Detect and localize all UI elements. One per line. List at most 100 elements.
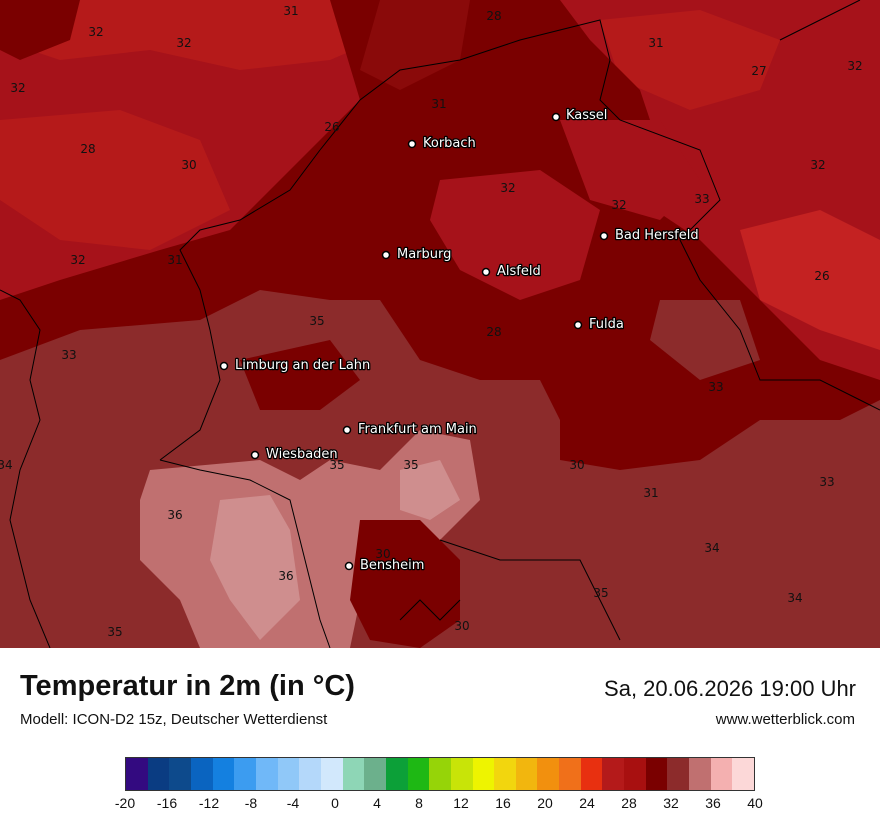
iso-label: 32 (500, 181, 515, 195)
legend-tick-label: 36 (705, 795, 721, 811)
field-odenwald (350, 520, 460, 648)
city-dot (219, 361, 229, 371)
iso-label: 30 (569, 458, 584, 472)
iso-label: 32 (176, 36, 191, 50)
forecast-datetime: Sa, 20.06.2026 19:00 Uhr (604, 676, 856, 701)
legend-swatch (732, 758, 755, 790)
legend-swatch (494, 758, 516, 790)
iso-label: 32 (847, 59, 862, 73)
iso-label: 31 (283, 4, 298, 18)
iso-label: 32 (611, 198, 626, 212)
field-east (740, 210, 880, 350)
border-far-west (0, 289, 51, 648)
city-label: Wiesbaden (266, 447, 338, 462)
city-marburg[interactable]: Marburg (381, 246, 453, 263)
city-label: Limburg an der Lahn (235, 358, 370, 373)
legend-swatch (645, 758, 668, 790)
city-wiesbaden[interactable]: Wiesbaden (250, 446, 339, 463)
city-alsfeld[interactable]: Alsfeld (481, 263, 542, 280)
city-dot (344, 561, 354, 571)
city-dot (481, 267, 491, 277)
legend-tick-label: -12 (198, 795, 220, 811)
website-link[interactable]: www.wetterblick.com (715, 711, 855, 728)
legend-swatch (320, 758, 343, 790)
field-north-west (0, 0, 420, 70)
iso-label: 34 (704, 541, 719, 555)
legend-swatch (385, 758, 408, 790)
field-36-38-b (400, 460, 460, 520)
legend-swatch (602, 758, 625, 790)
field-alsfeld (430, 170, 600, 300)
legend-tick-label: 40 (747, 795, 763, 811)
footer: Temperatur in 2m (in °C) Modell: ICON-D2… (0, 648, 880, 830)
city-limburg[interactable]: Limburg an der Lahn (219, 357, 372, 374)
iso-label: 33 (819, 475, 834, 489)
legend-swatch (190, 758, 213, 790)
legend-tick-label: 24 (579, 795, 595, 811)
city-dot (551, 112, 561, 122)
legend-tick-label: 8 (415, 795, 423, 811)
iso-label: 32 (810, 158, 825, 172)
map-svg: Kassel Korbach Bad Hersfeld Marburg Alsf… (0, 0, 880, 648)
legend-tick-label: 12 (453, 795, 469, 811)
legend-swatch (624, 758, 646, 790)
legend-tick-label: 0 (331, 795, 339, 811)
color-legend (125, 757, 755, 791)
legend-swatch (667, 758, 690, 790)
city-label: Korbach (423, 136, 476, 151)
city-bad-hersfeld[interactable]: Bad Hersfeld (599, 227, 700, 244)
iso-label: 31 (643, 486, 658, 500)
iso-label: 28 (80, 142, 95, 156)
legend-swatch (364, 758, 386, 790)
city-label: Bensheim (360, 558, 424, 573)
state-border-east (319, 19, 880, 411)
field-north-dark (360, 0, 470, 90)
iso-label: 33 (61, 348, 76, 362)
city-frankfurt[interactable]: Frankfurt am Main (342, 421, 478, 438)
legend-tick-label: -8 (244, 795, 258, 811)
city-kassel[interactable]: Kassel (551, 107, 609, 124)
iso-label: 32 (10, 81, 25, 95)
city-dot (250, 450, 260, 460)
iso-label: 36 (167, 508, 182, 522)
iso-label: 28 (486, 325, 501, 339)
iso-label: 34 (787, 591, 802, 605)
legend-swatch (255, 758, 278, 790)
boundaries (0, 0, 880, 648)
legend-swatch (212, 758, 235, 790)
legend-swatch (342, 758, 365, 790)
city-dot (342, 425, 352, 435)
iso-label: 35 (593, 586, 608, 600)
legend-tick-label: 20 (537, 795, 553, 811)
legend-tick-label: 28 (621, 795, 637, 811)
legend-tick-label: -16 (156, 795, 178, 811)
legend-tick-label: -4 (286, 795, 300, 811)
legend-swatch (277, 758, 300, 790)
border-ne (779, 0, 861, 41)
river-rhine (159, 459, 331, 648)
iso-labels: 31 28 32 32 32 31 27 32 31 26 28 30 32 3… (0, 4, 863, 639)
legend-tick-label: 32 (663, 795, 679, 811)
legend-ticks: -20 -16 -12 -8 -4 0 4 8 12 16 20 24 28 32 36 40 (0, 795, 880, 815)
city-label: Bad Hersfeld (615, 228, 699, 243)
iso-label: 30 (181, 158, 196, 172)
iso-label: 35 (309, 314, 324, 328)
city-bensheim[interactable]: Bensheim (344, 557, 426, 574)
iso-label: 33 (694, 192, 709, 206)
iso-label: 34 (0, 458, 13, 472)
legend-tick-label: -20 (114, 795, 136, 811)
city-fulda[interactable]: Fulda (573, 316, 625, 333)
legend-swatch (689, 758, 711, 790)
field-taunus-dark (240, 340, 360, 410)
model-info: Modell: ICON-D2 15z, Deutscher Wetterdie… (20, 711, 328, 728)
iso-label: 27 (751, 64, 766, 78)
legend-tick-label: 16 (495, 795, 511, 811)
city-label: Frankfurt am Main (358, 422, 477, 437)
city-korbach[interactable]: Korbach (407, 135, 477, 152)
iso-label: 31 (648, 36, 663, 50)
iso-label: 28 (486, 9, 501, 23)
iso-label: 35 (403, 458, 418, 472)
legend-swatch (429, 758, 451, 790)
iso-label: 33 (708, 380, 723, 394)
temperature-map[interactable]: Kassel Korbach Bad Hersfeld Marburg Alsf… (0, 0, 880, 648)
